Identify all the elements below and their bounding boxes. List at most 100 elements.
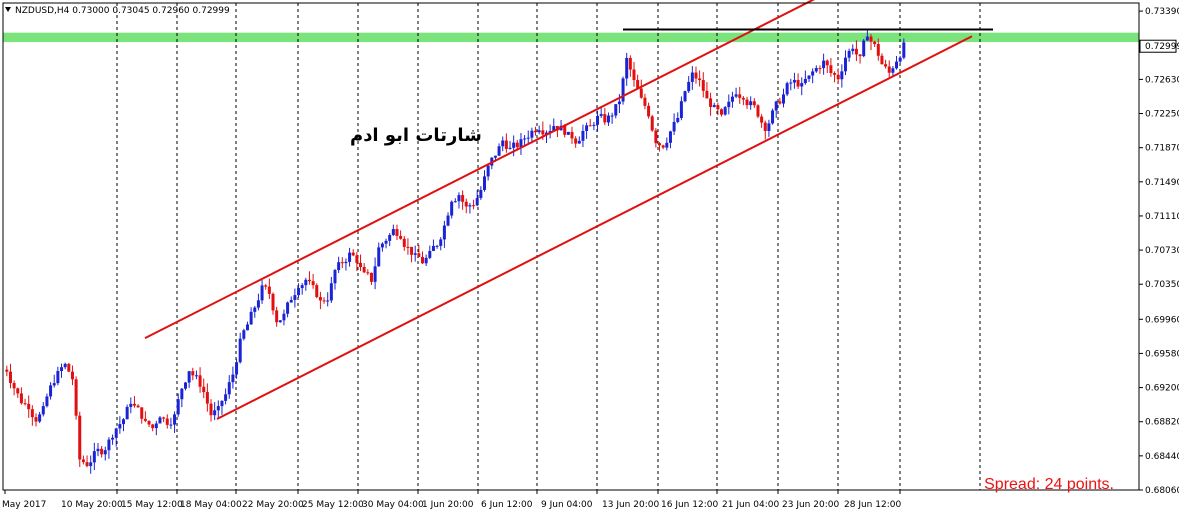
candle xyxy=(709,92,713,116)
candle xyxy=(665,137,669,151)
candle xyxy=(734,87,738,99)
candle xyxy=(523,135,527,147)
candle xyxy=(851,44,855,55)
candle xyxy=(74,376,78,420)
candle xyxy=(811,68,815,84)
candle xyxy=(854,40,858,62)
candle xyxy=(461,190,465,210)
y-tick-label: 0.72630 xyxy=(1145,75,1179,85)
candle xyxy=(898,55,902,65)
candle xyxy=(803,70,807,85)
candle xyxy=(125,404,129,420)
current-price-value: 0.72999 xyxy=(1145,42,1179,52)
candle xyxy=(760,114,764,128)
candle xyxy=(796,73,800,89)
candle xyxy=(245,321,249,331)
y-tick-label: 0.71490 xyxy=(1145,178,1179,188)
candle xyxy=(825,59,829,73)
candle xyxy=(818,65,822,74)
candle xyxy=(431,239,435,252)
candle xyxy=(122,418,126,432)
candle xyxy=(384,238,388,249)
candle xyxy=(464,198,468,214)
candle xyxy=(315,283,319,299)
candle xyxy=(596,110,600,132)
x-tick-label: 15 May 12:00 xyxy=(121,500,183,510)
candle xyxy=(337,256,341,274)
candle xyxy=(92,442,96,471)
candle xyxy=(180,388,184,408)
candle xyxy=(421,251,425,264)
candle xyxy=(723,105,727,116)
candle xyxy=(242,328,246,341)
candle xyxy=(592,121,596,131)
candle xyxy=(512,135,516,157)
candle xyxy=(789,78,793,91)
candle xyxy=(690,66,694,90)
candle xyxy=(636,74,640,89)
candle xyxy=(701,72,705,98)
candle xyxy=(151,423,155,432)
triangle-down-icon[interactable] xyxy=(5,7,11,12)
candle xyxy=(614,104,618,119)
candle xyxy=(658,142,662,152)
candle xyxy=(712,102,716,108)
candle xyxy=(333,268,337,290)
symbol-info: NZDUSD,H4 0.73000 0.73045 0.72960 0.7299… xyxy=(15,6,230,16)
candle xyxy=(862,38,866,58)
spread-text: Spread: 24 points. xyxy=(984,476,1114,493)
candle xyxy=(5,365,9,377)
y-tick-label: 0.69960 xyxy=(1145,315,1179,325)
candle xyxy=(169,417,173,429)
candle xyxy=(763,120,767,140)
candle xyxy=(544,130,548,143)
candle xyxy=(468,202,472,214)
candle xyxy=(836,68,840,85)
candle xyxy=(198,367,202,393)
candle xyxy=(752,98,756,108)
candle xyxy=(275,306,279,327)
candle xyxy=(256,293,260,311)
candle xyxy=(271,292,275,315)
candle xyxy=(388,233,392,247)
candle xyxy=(446,212,450,227)
candle xyxy=(30,405,34,426)
x-tick-label: May 2017 xyxy=(2,500,46,510)
candle xyxy=(577,136,581,144)
candle xyxy=(183,381,187,391)
candle xyxy=(588,119,592,127)
candle xyxy=(399,230,403,240)
candle xyxy=(843,50,847,76)
x-tick-label: 6 Jun 12:00 xyxy=(481,500,533,510)
candle xyxy=(504,133,508,153)
y-tick-label: 0.70350 xyxy=(1145,280,1179,290)
candle xyxy=(322,297,326,304)
channel-upper-line[interactable] xyxy=(144,0,828,340)
channel-lower-line[interactable] xyxy=(216,35,973,420)
candle xyxy=(858,54,862,64)
candle xyxy=(70,365,74,386)
candle xyxy=(497,143,501,156)
candle xyxy=(260,280,264,304)
candle xyxy=(730,91,734,108)
y-tick-label: 0.68820 xyxy=(1145,418,1179,428)
candle xyxy=(118,416,122,434)
candle xyxy=(771,108,775,125)
candle xyxy=(348,247,352,267)
candle xyxy=(472,199,476,210)
candle xyxy=(224,388,228,405)
candle xyxy=(792,72,796,89)
candle xyxy=(654,128,658,148)
candle xyxy=(548,124,552,139)
candle xyxy=(329,276,333,303)
candle xyxy=(413,245,417,262)
candle xyxy=(774,100,778,118)
candle xyxy=(154,420,158,436)
candle xyxy=(351,249,355,257)
candle xyxy=(410,246,414,263)
candle xyxy=(603,108,607,126)
candle xyxy=(508,140,512,150)
candle xyxy=(417,245,421,258)
